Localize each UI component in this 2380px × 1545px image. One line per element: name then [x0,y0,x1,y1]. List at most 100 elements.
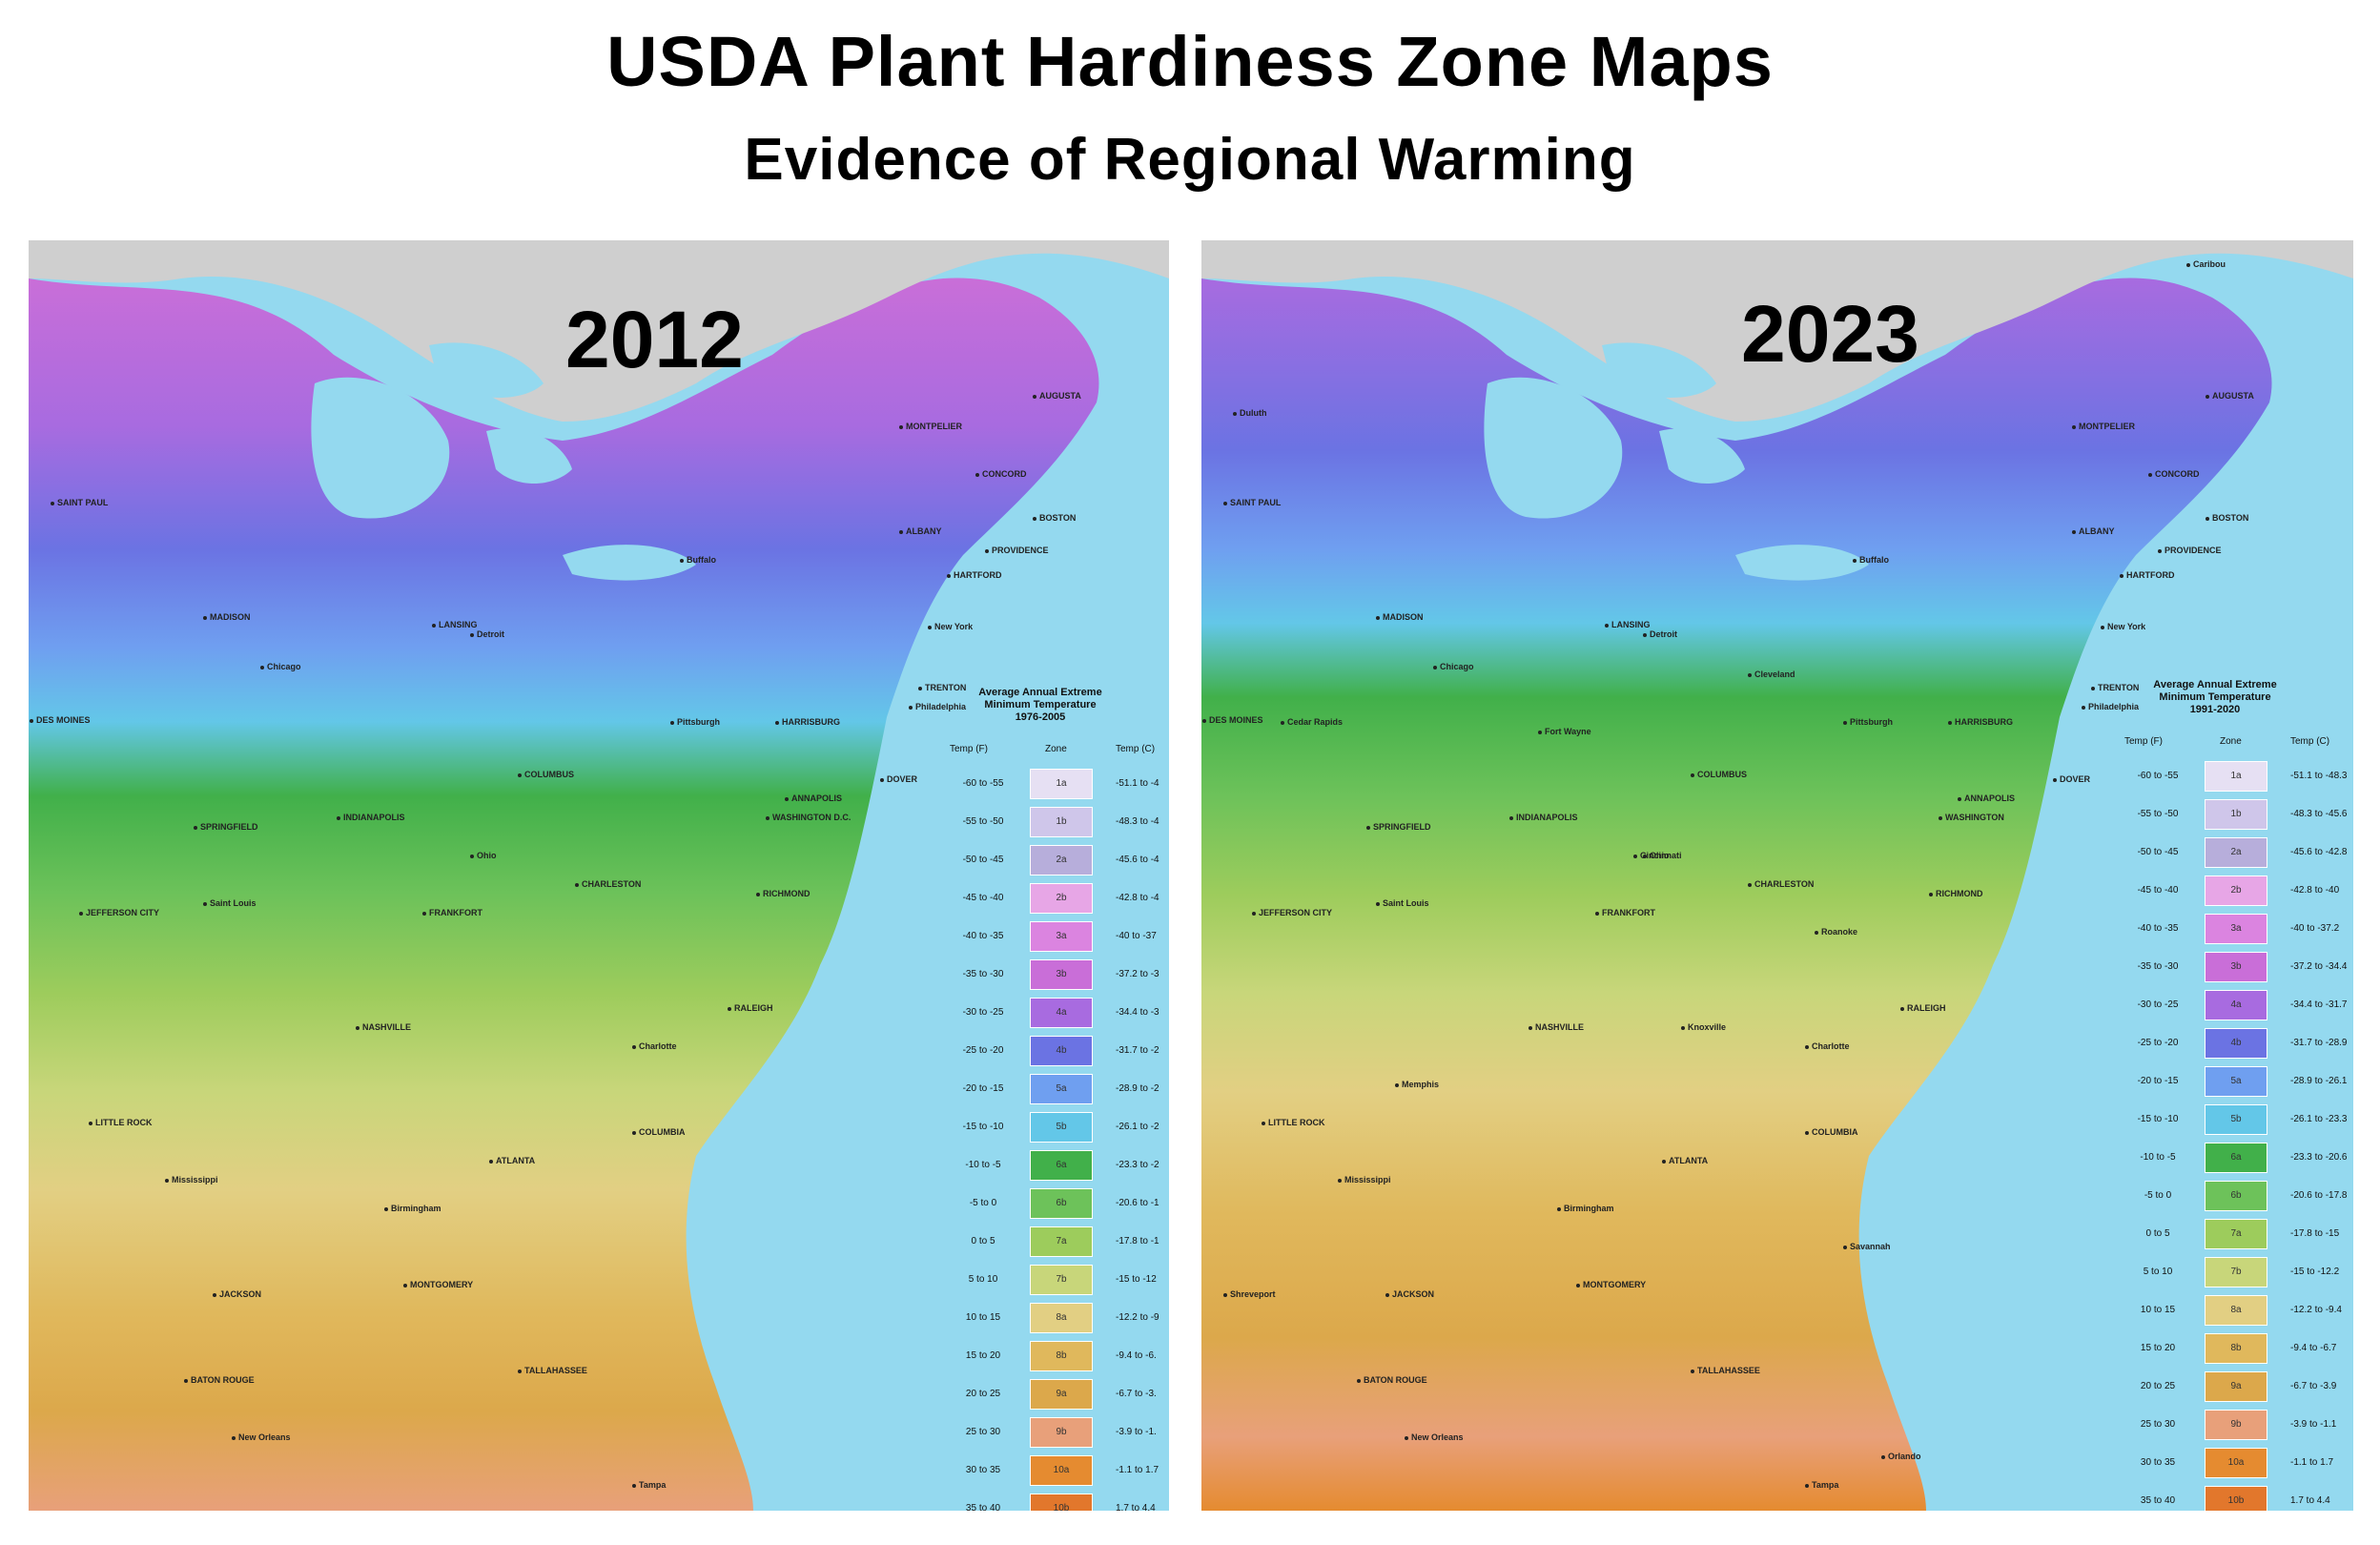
city-label: ATLANTA [488,1156,536,1165]
city-label: WASHINGTON D.C. [765,813,851,822]
city-label: Pittsburgh [670,717,720,727]
legend-temp-f: 35 to 40 [2140,1495,2176,1506]
legend-zone-swatch: 2a [2205,837,2267,868]
city-label: HARRISBURG [1947,717,2014,727]
legend-header-c: Temp (C) [1116,744,1156,754]
legend-zone-swatch: 2b [2205,876,2267,906]
legend-row: 0 to 5 7a -17.8 to -15 [2124,1215,2353,1253]
legend-row: -35 to -30 3b -37.2 to -3 [950,956,1169,994]
legend-zone-swatch: 4a [2205,990,2267,1020]
city-label: AUGUSTA [1033,391,1081,401]
city-label: Cleveland [1748,670,1795,679]
legend-temp-c: -26.1 to -2 [1116,1122,1159,1132]
legend-zone-swatch: 10b [1030,1494,1093,1511]
legend-temp-c: -37.2 to -34.4 [2290,961,2348,972]
city-label: Detroit [1643,629,1677,639]
legend-temp-c: -51.1 to -4 [1116,778,1159,789]
legend-temp-c: -42.8 to -4 [1116,893,1159,903]
city-label: COLUMBIA [1805,1127,1858,1137]
city-label: PROVIDENCE [985,546,1049,555]
map-panel-2023: 2023 Average Annual Extreme Minimum Temp… [1201,240,2353,1511]
city-label: FRANKFORT [1595,908,1655,917]
page-title: USDA Plant Hardiness Zone Maps [606,22,1774,101]
legend-temp-f: -60 to -55 [962,778,1004,789]
city-label: Buffalo [680,555,716,565]
legend-row: 25 to 30 9b -3.9 to -1. [950,1413,1169,1452]
legend-temp-c: -34.4 to -31.7 [2290,999,2348,1010]
legend-temp-c: -45.6 to -4 [1116,855,1159,865]
legend-row: -60 to -55 1a -51.1 to -48.3 [2124,757,2353,795]
city-label: Savannah [1843,1242,1891,1251]
legend-temp-f: 20 to 25 [2140,1381,2176,1391]
legend-zone-swatch: 4b [1030,1036,1093,1066]
legend-row: -45 to -40 2b -42.8 to -4 [950,879,1169,917]
city-label: New Orleans [232,1432,291,1442]
city-label: JEFFERSON CITY [78,908,160,917]
legend-row: 20 to 25 9a -6.7 to -3. [950,1375,1169,1413]
legend-temp-c: -12.2 to -9.4 [2290,1305,2342,1315]
city-label: INDIANAPOLIS [1509,813,1578,822]
legend-zone-swatch: 1a [1030,769,1093,799]
city-label: Duluth [1233,408,1267,418]
city-label: Philadelphia [2081,702,2140,711]
legend-temp-c: 1.7 to 4.4 [2290,1495,2330,1506]
city-label: Caribou [2185,259,2226,269]
city-label: HARRISBURG [774,717,841,727]
legend-temp-f: -30 to -25 [962,1007,1004,1018]
legend-temp-f: -35 to -30 [962,969,1004,979]
legend-row: 35 to 40 10b 1.7 to 4.4 [2124,1482,2353,1511]
city-label: CONCORD [975,469,1027,479]
legend-temp-c: -40 to -37 [1116,931,1157,941]
legend-temp-c: -37.2 to -3 [1116,969,1159,979]
legend-zone-swatch: 6b [2205,1181,2267,1211]
legend-temp-f: 0 to 5 [2145,1228,2170,1239]
city-label: Roanoke [1814,927,1858,937]
legend-temp-f: -55 to -50 [2137,809,2179,819]
city-label: LITTLE ROCK [89,1118,153,1127]
legend-temp-c: -51.1 to -48.3 [2290,771,2348,781]
legend-row: -5 to 0 6b -20.6 to -1 [950,1184,1169,1223]
legend-zone-swatch: 7b [2205,1257,2267,1288]
legend-temp-c: -15 to -12.2 [2290,1267,2340,1277]
city-label: Knoxville [1680,1022,1727,1032]
legend-row: -45 to -40 2b -42.8 to -40 [2124,872,2353,910]
legend-temp-f: -30 to -25 [2137,999,2179,1010]
city-label: HARTFORD [947,570,1002,580]
legend-row: -35 to -30 3b -37.2 to -34.4 [2124,948,2353,986]
legend-row: 20 to 25 9a -6.7 to -3.9 [2124,1368,2353,1406]
legend-title-line: 1991-2020 [2189,704,2241,715]
legend-temp-c: -20.6 to -17.8 [2290,1190,2348,1201]
city-label: MONTPELIER [2071,422,2136,431]
legend-temp-c: -26.1 to -23.3 [2290,1114,2348,1124]
legend-row: 30 to 35 10a -1.1 to 1.7 [950,1452,1169,1490]
city-label: ATLANTA [1661,1156,1709,1165]
legend-row: 0 to 5 7a -17.8 to -1 [950,1223,1169,1261]
legend-zone-swatch: 1b [2205,799,2267,830]
city-label: RALEIGH [728,1003,773,1013]
legend-zone-swatch: 7a [1030,1226,1093,1257]
city-label: MADISON [203,612,251,622]
city-label: JEFFERSON CITY [1251,908,1333,917]
city-label: DES MOINES [30,715,91,725]
legend-zone-swatch: 8b [1030,1341,1093,1371]
city-label: Buffalo [1853,555,1889,565]
city-label: MONTGOMERY [1575,1280,1647,1289]
legend-zone-swatch: 2a [1030,845,1093,876]
legend-temp-c: -12.2 to -9 [1116,1312,1159,1323]
city-label: Memphis [1394,1080,1440,1089]
legend-temp-c: -34.4 to -3 [1116,1007,1159,1018]
city-label: RALEIGH [1900,1003,1946,1013]
legend-temp-c: -1.1 to 1.7 [2290,1457,2334,1468]
city-label: FRANKFORT [422,908,482,917]
city-label: DES MOINES [1202,715,1263,725]
legend-title-line: 1976-2005 [1015,711,1066,723]
legend-title-line: Minimum Temperature [984,699,1097,711]
legend-temp-f: 20 to 25 [965,1389,1001,1399]
legend-row: 30 to 35 10a -1.1 to 1.7 [2124,1444,2353,1482]
city-label: SAINT PAUL [50,498,109,507]
land-zones [29,278,1099,1511]
legend-row: 15 to 20 8b -9.4 to -6.7 [2124,1329,2353,1368]
city-label: New York [927,622,974,631]
legend-temp-c: -9.4 to -6. [1116,1350,1157,1361]
legend-temp-f: 15 to 20 [965,1350,1001,1361]
